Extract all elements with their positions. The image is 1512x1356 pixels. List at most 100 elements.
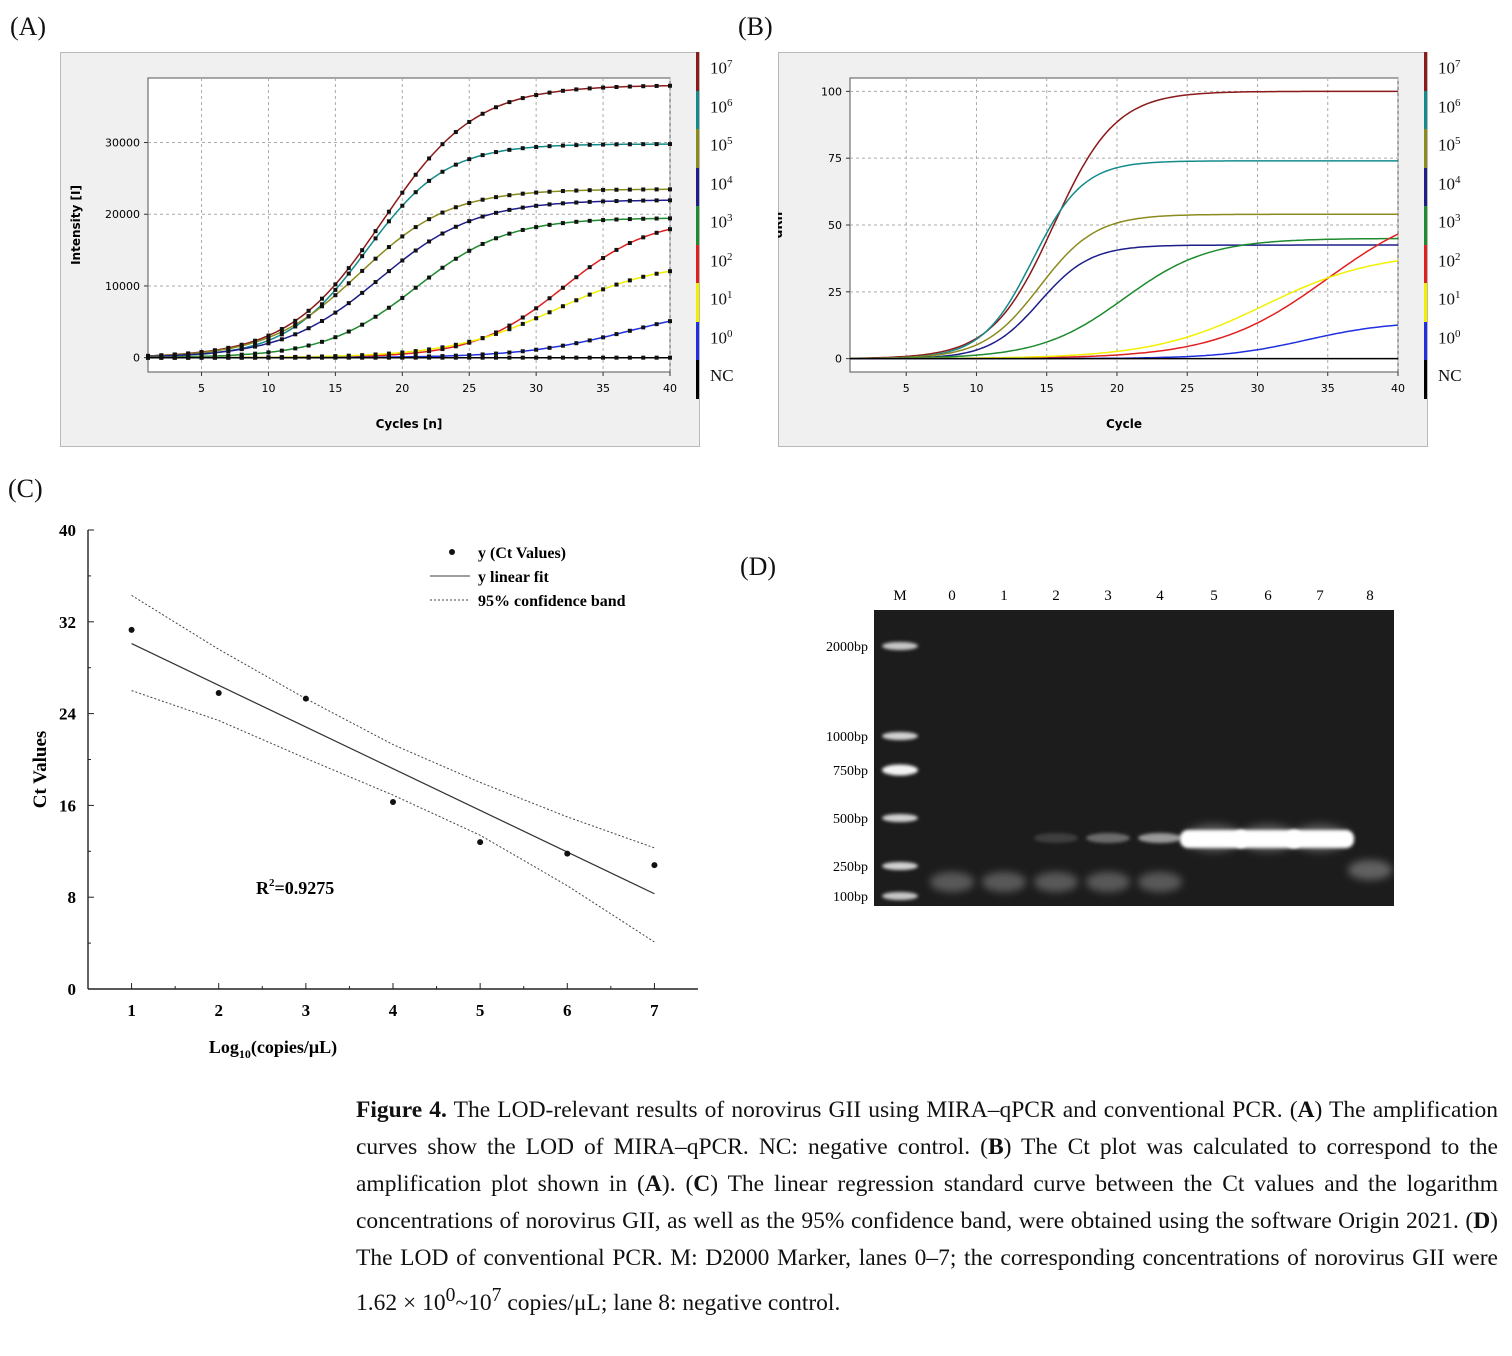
marker-size-label: 500bp (833, 812, 868, 827)
data-point-1e0 (467, 353, 472, 358)
data-point-1e7 (507, 100, 512, 105)
x-tick-label: 6 (563, 1001, 572, 1020)
data-point-1e5 (641, 187, 646, 192)
data-point (477, 839, 484, 846)
caption-text-2: ) The amplification curves show the LOD … (356, 1097, 1498, 1160)
primer-dimer-haze (1138, 872, 1182, 892)
data-point-1e0 (601, 335, 606, 340)
legend-label-1e7: 107 (1438, 58, 1461, 78)
data-point-1e4 (601, 199, 606, 204)
series-line-1e6 (850, 160, 1398, 360)
legend-swatch-1e6 (1424, 90, 1427, 129)
data-point-1e2 (614, 247, 619, 252)
data-point-1e4 (668, 198, 672, 203)
data-point-1e3 (668, 216, 672, 221)
y-tick-label: 25 (828, 286, 842, 299)
marker-size-label: 2000bp (826, 640, 868, 655)
y-axis-label: dRn (778, 212, 785, 238)
data-point-1e6 (360, 254, 365, 259)
data-point-1e5 (614, 187, 619, 192)
data-point-1e0 (668, 319, 672, 324)
data-point-1e7 (427, 156, 432, 161)
x-tick-label: 2 (214, 1001, 223, 1020)
data-point-1e6 (453, 162, 458, 167)
data-point-1e5 (534, 190, 539, 195)
plot-area (147, 77, 671, 373)
x-tick-label: 30 (529, 382, 543, 395)
plot-area (849, 77, 1399, 373)
legend-label-1e2: 102 (1438, 250, 1461, 271)
data-point-1e4 (467, 219, 472, 224)
data-point-NC (413, 355, 418, 360)
data-point-1e5 (400, 234, 405, 239)
series-line-1e5 (147, 188, 670, 357)
data-point-1e7 (574, 87, 579, 92)
data-point-1e3 (547, 222, 552, 227)
data-point-1e5 (373, 256, 378, 261)
data-point-1e3 (386, 305, 391, 310)
data-point-NC (306, 355, 311, 360)
data-point-1e6 (413, 190, 418, 195)
x-tick-label: 3 (302, 1001, 311, 1020)
data-point-NC (467, 355, 472, 360)
ladder-band (882, 642, 918, 650)
x-tick-label: 20 (1110, 382, 1124, 395)
data-point (215, 689, 222, 696)
data-point-1e5 (547, 189, 552, 194)
data-point-1e0 (453, 353, 458, 358)
data-point-1e4 (199, 351, 204, 356)
data-point-1e4 (253, 344, 258, 349)
data-point-1e3 (306, 343, 311, 348)
data-point-NC (520, 355, 525, 360)
data-point-1e5 (453, 205, 458, 210)
data-point-NC (400, 355, 405, 360)
data-point-1e6 (574, 143, 579, 148)
data-point-1e7 (453, 130, 458, 135)
data-point-1e4 (360, 290, 365, 295)
data-point-1e7 (346, 266, 351, 271)
legend-label-1e6: 106 (710, 96, 733, 117)
data-point-1e7 (654, 83, 659, 88)
legend-label-1e2: 102 (710, 250, 733, 271)
marker-size-label: 100bp (833, 890, 868, 905)
data-point-1e3 (239, 352, 244, 357)
data-point-1e7 (668, 83, 672, 88)
ladder-band (882, 892, 918, 900)
lane-label: 2 (1052, 588, 1060, 604)
data-point-1e7 (293, 318, 298, 323)
data-point-1e6 (467, 157, 472, 162)
data-point-NC (199, 355, 204, 360)
data-point-1e6 (534, 145, 539, 150)
data-point-1e6 (547, 144, 552, 149)
x-tick-label: 25 (462, 382, 476, 395)
data-point-1e0 (547, 345, 552, 350)
data-point-1e3 (534, 225, 539, 230)
data-point-1e7 (413, 172, 418, 177)
data-point-1e4 (507, 207, 512, 212)
data-point-1e6 (386, 219, 391, 224)
legend-label-NC: NC (1438, 366, 1462, 385)
data-point-1e4 (494, 210, 498, 215)
ladder-band (882, 814, 918, 822)
data-point-1e1 (614, 282, 619, 287)
data-point-1e4 (320, 318, 324, 323)
caption-figure-label: Figure 4. (356, 1097, 447, 1123)
data-point-1e3 (507, 231, 512, 236)
data-point-NC (627, 355, 632, 360)
data-point-1e7 (560, 88, 565, 93)
x-tick-label: 20 (395, 382, 409, 395)
legend-label-1e5: 105 (1438, 135, 1461, 155)
caption-ref-d: D (1473, 1208, 1491, 1234)
data-point-1e3 (266, 350, 271, 355)
legend-label-NC: NC (710, 366, 734, 385)
data-point-1e3 (320, 339, 324, 344)
data-point-1e3 (520, 227, 525, 232)
data-point-1e1 (547, 310, 552, 315)
data-point (302, 695, 309, 702)
primer-dimer-haze (930, 872, 974, 892)
data-point-1e5 (480, 197, 485, 202)
data-point-1e2 (534, 306, 539, 311)
data-point-1e6 (440, 169, 445, 174)
data-point-1e0 (587, 338, 592, 343)
data-point-NC (373, 355, 378, 360)
